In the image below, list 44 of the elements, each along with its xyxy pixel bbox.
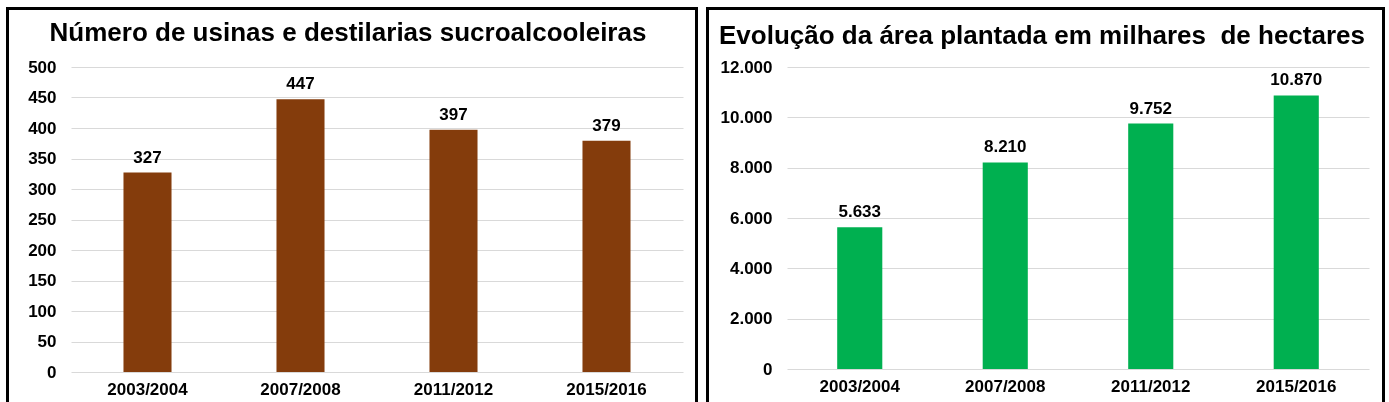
y-tick-label: 6.000 <box>729 208 773 228</box>
x-tick-label: 2003/2004 <box>107 379 189 399</box>
bar <box>276 99 325 372</box>
bar <box>837 227 883 369</box>
data-label: 397 <box>439 104 468 124</box>
chart-title: Evolução da área plantada em milhares de hectares <box>719 20 1365 50</box>
x-tick-label: 2015/2016 <box>566 379 647 399</box>
x-tick-label: 2011/2012 <box>1111 376 1191 396</box>
y-tick-label: 4.000 <box>729 258 773 278</box>
y-tick-label: 450 <box>28 88 57 107</box>
y-tick-label: 200 <box>28 240 57 260</box>
y-tick-label: 0 <box>47 362 57 382</box>
y-tick-label: 250 <box>28 210 57 229</box>
y-tick-label: 350 <box>28 149 57 168</box>
y-tick-label: 10.000 <box>720 107 773 127</box>
y-tick-label: 100 <box>28 301 57 321</box>
bar <box>582 140 631 372</box>
y-tick-label: 8.000 <box>729 158 773 178</box>
bar <box>1273 95 1319 369</box>
bar <box>982 162 1028 369</box>
data-label: 447 <box>286 74 315 94</box>
data-label: 379 <box>592 115 621 135</box>
bar <box>1128 123 1174 369</box>
data-label: 327 <box>133 147 162 167</box>
x-tick-label: 2011/2012 <box>413 379 494 399</box>
x-tick-label: 2003/2004 <box>819 376 901 396</box>
data-label: 5.633 <box>838 202 882 222</box>
y-tick-label: 300 <box>28 179 57 199</box>
x-tick-label: 2007/2008 <box>260 379 341 399</box>
y-tick-label: 150 <box>28 271 57 290</box>
data-label: 10.870 <box>1270 70 1323 90</box>
y-tick-label: 12.000 <box>720 57 773 77</box>
data-label: 8.210 <box>983 137 1027 157</box>
y-tick-label: 0 <box>763 359 773 379</box>
chart-title: Número de usinas e destilarias sucroalcooleiras <box>49 17 647 47</box>
x-tick-label: 2007/2008 <box>965 376 1046 396</box>
data-label: 9.752 <box>1129 98 1173 118</box>
y-tick-label: 2.000 <box>729 309 773 329</box>
y-tick-label: 50 <box>37 332 57 351</box>
bar <box>123 172 172 372</box>
y-tick-label: 500 <box>28 57 57 77</box>
bar <box>429 129 478 372</box>
y-tick-label: 400 <box>28 118 57 138</box>
x-tick-label: 2015/2016 <box>1256 376 1337 396</box>
